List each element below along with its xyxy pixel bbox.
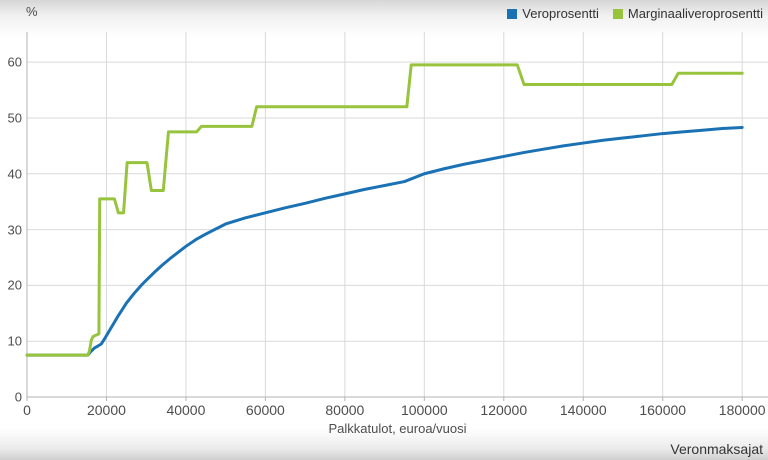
y-tick-label: 40 — [7, 166, 22, 182]
x-tick-label: 80000 — [325, 402, 365, 418]
x-tick-label: 0 — [23, 402, 31, 418]
series-line-veroprosentti — [25, 125, 744, 357]
y-axis-unit-label: % — [26, 4, 38, 19]
x-tick-label: 140000 — [559, 402, 607, 418]
y-tick-label: 10 — [7, 333, 22, 349]
x-tick-label: 20000 — [86, 402, 126, 418]
legend-label: Veroprosentti — [522, 6, 599, 21]
x-axis-title: Palkkatulot, euroa/vuosi — [328, 421, 467, 436]
legend-item-veroprosentti: Veroprosentti — [507, 6, 599, 21]
legend: Veroprosentti Marginaaliveroprosentti — [507, 6, 763, 21]
legend-item-marginaaliveroprosentti: Marginaaliveroprosentti — [612, 6, 763, 21]
legend-label: Marginaaliveroprosentti — [627, 6, 763, 21]
y-tick-label: 20 — [7, 277, 22, 293]
x-tick-label: 100000 — [400, 402, 448, 418]
y-tick-label: 0 — [14, 389, 22, 405]
y-tick-label: 30 — [7, 222, 22, 238]
x-tick-label: 160000 — [639, 402, 687, 418]
legend-swatch — [507, 8, 518, 19]
plot-svg — [25, 32, 768, 401]
series-line-marginaaliveroprosentti — [25, 63, 744, 357]
legend-swatch — [612, 8, 623, 19]
x-tick-label: 40000 — [166, 402, 206, 418]
x-tick-label: 60000 — [245, 402, 285, 418]
y-tick-label: 50 — [7, 110, 22, 126]
source-credit: Veronmaksajat — [670, 441, 763, 457]
y-tick-label: 60 — [7, 54, 22, 70]
x-tick-label: 180000 — [718, 402, 766, 418]
x-tick-label: 120000 — [480, 402, 528, 418]
